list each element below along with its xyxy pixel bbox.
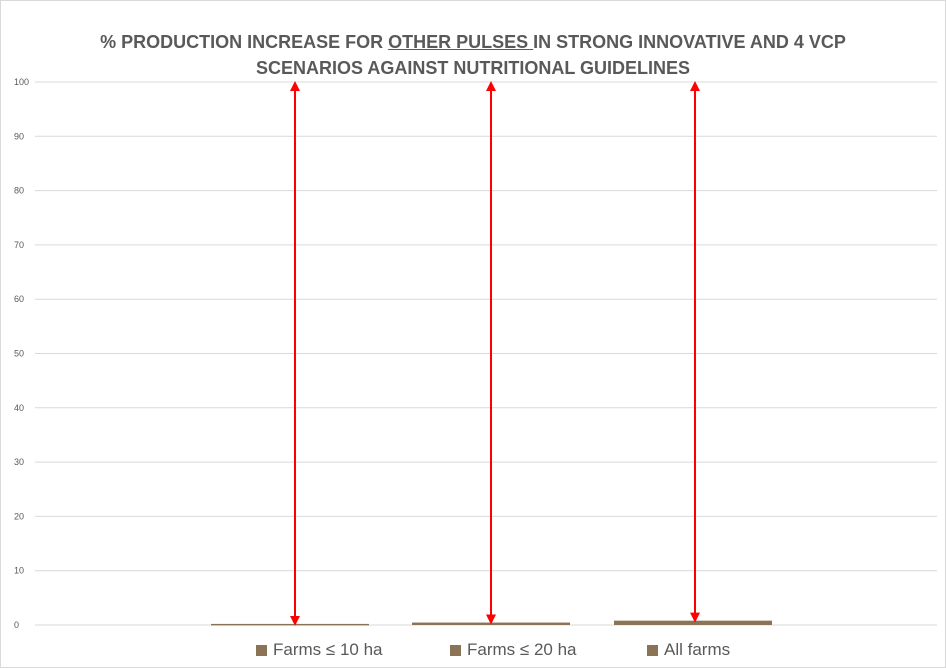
y-tick-label: 90 bbox=[14, 131, 24, 141]
bar bbox=[412, 622, 570, 625]
y-tick-label: 0 bbox=[14, 620, 19, 630]
legend-swatch bbox=[647, 644, 658, 656]
bar bbox=[614, 620, 772, 625]
chart-title-line-2: SCENARIOS AGAINST NUTRITIONAL GUIDELINES bbox=[255, 58, 691, 78]
chart-title-underlined: OTHER PULSES bbox=[388, 32, 534, 52]
y-tick-label: 100 bbox=[14, 77, 29, 87]
legend-item-farms-10ha: Farms ≤ 10 ha bbox=[256, 638, 382, 662]
legend-label: Farms ≤ 20 ha bbox=[467, 640, 577, 659]
legend-item-all-farms: All farms bbox=[647, 638, 730, 662]
y-tick-label: 30 bbox=[14, 457, 24, 467]
chart-title-line-1: % PRODUCTION INCREASE FOR OTHER PULSES I… bbox=[100, 32, 846, 52]
legend-label: Farms ≤ 10 ha bbox=[273, 640, 383, 659]
y-tick-label: 60 bbox=[14, 294, 24, 304]
y-tick-label: 80 bbox=[14, 186, 24, 196]
chart-legend: Farms ≤ 10 ha Farms ≤ 20 ha All farms bbox=[0, 638, 946, 662]
legend-swatch bbox=[450, 644, 461, 656]
legend-label: All farms bbox=[664, 640, 731, 659]
legend-swatch bbox=[256, 644, 267, 656]
y-tick-label: 20 bbox=[14, 511, 24, 521]
y-tick-label: 10 bbox=[14, 566, 24, 576]
y-tick-label: 50 bbox=[14, 349, 24, 359]
y-tick-label: 70 bbox=[14, 240, 24, 250]
legend-item-farms-20ha: Farms ≤ 20 ha bbox=[450, 638, 576, 662]
y-tick-label: 40 bbox=[14, 403, 24, 413]
bar bbox=[211, 623, 369, 626]
